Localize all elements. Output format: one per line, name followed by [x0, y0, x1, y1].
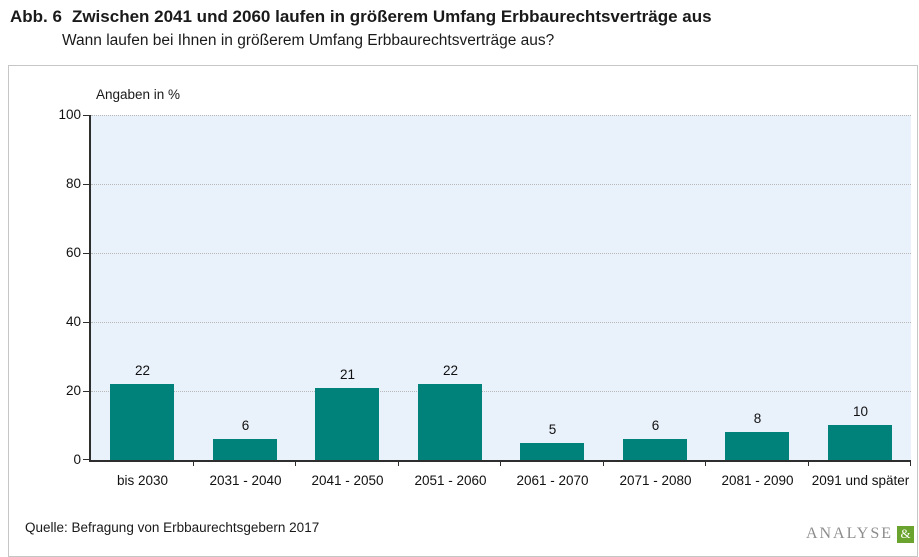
y-tick-label: 100 [58, 107, 81, 122]
y-axis-tick [83, 391, 89, 392]
plot-wrap: 22 6 21 22 5 6 8 10 0 20 40 60 80 100 bis 2030 2031 - … [58, 107, 911, 488]
source-note: Quelle: Befragung von Erbbaurechtsgebern… [25, 520, 320, 535]
axis-unit-label: Angaben in % [96, 87, 181, 102]
bar [418, 384, 482, 460]
figure-title: Zwischen 2041 und 2060 laufen in größere… [71, 7, 712, 26]
x-axis-tick [295, 462, 296, 466]
gridline [91, 184, 911, 185]
y-tick-label: 60 [65, 245, 81, 260]
bar-value-label: 6 [241, 418, 250, 433]
x-axis-tick [705, 462, 706, 466]
x-axis-tick [808, 462, 809, 466]
figure-label: Abb. 6 [10, 7, 62, 26]
plot-area: 22 6 21 22 5 6 8 10 [89, 115, 911, 462]
x-axis-tick [193, 462, 194, 466]
x-axis-tick [500, 462, 501, 466]
chart-container: Angaben in % 22 6 21 22 5 6 8 10 0 20 40 60 80 100 bi… [8, 65, 918, 557]
logo-text: ANALYSE [805, 525, 893, 542]
y-axis-tick [83, 253, 89, 254]
y-tick-label: 40 [65, 314, 81, 329]
bar [725, 432, 789, 460]
bar-value-label: 22 [134, 363, 151, 378]
bar-value-label: 5 [548, 422, 557, 437]
y-axis-tick [83, 322, 89, 323]
y-axis-tick [83, 459, 89, 460]
bar [828, 425, 892, 460]
bar-value-label: 21 [339, 367, 356, 382]
analyse-konzepte-logo: ANALYSE & [806, 525, 914, 543]
y-tick-label: 80 [65, 176, 81, 191]
x-tick-label: 2071 - 2080 [619, 473, 692, 488]
gridline [91, 391, 911, 392]
bar [315, 388, 379, 460]
bar [623, 439, 687, 460]
bar-value-label: 6 [651, 418, 660, 433]
title-row: Abb. 6 Zwischen 2041 und 2060 laufen in … [10, 7, 910, 27]
bar [213, 439, 277, 460]
x-tick-label: bis 2030 [116, 473, 169, 488]
figure-header: Abb. 6 Zwischen 2041 und 2060 laufen in … [10, 7, 910, 50]
x-tick-label: 2091 und später [811, 473, 910, 488]
x-axis-tick [398, 462, 399, 466]
y-tick-label: 0 [73, 452, 81, 467]
y-axis-tick [83, 115, 89, 116]
bar-value-label: 10 [852, 404, 869, 419]
gridline [91, 322, 911, 323]
x-tick-label: 2031 - 2040 [209, 473, 282, 488]
figure-subtitle: Wann laufen bei Ihnen in größerem Umfang… [62, 32, 555, 49]
x-axis-tick [603, 462, 604, 466]
x-tick-label: 2051 - 2060 [414, 473, 487, 488]
x-axis-tick [910, 462, 911, 466]
x-tick-label: 2081 - 2090 [721, 473, 794, 488]
x-tick-label: 2061 - 2070 [516, 473, 589, 488]
y-axis-tick [83, 184, 89, 185]
bar [520, 443, 584, 460]
logo-ampersand-icon: & [897, 525, 914, 543]
bar [110, 384, 174, 460]
x-tick-label: 2041 - 2050 [311, 473, 384, 488]
y-tick-label: 20 [65, 383, 81, 398]
bar-value-label: 22 [442, 363, 459, 378]
bar-value-label: 8 [753, 411, 762, 426]
gridline [91, 253, 911, 254]
gridline [91, 115, 911, 116]
